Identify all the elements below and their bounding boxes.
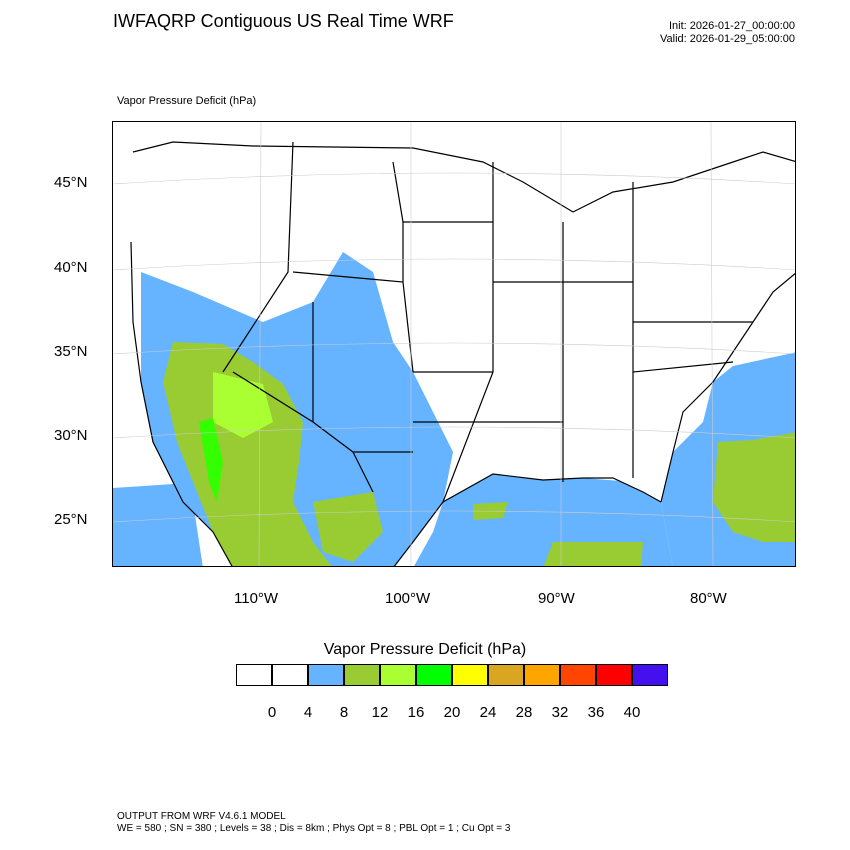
map-panel	[112, 121, 796, 567]
colorbar-tick-label: 20	[443, 704, 461, 721]
lat-label-45: 45°N	[54, 174, 88, 191]
colorbar-tick-label: 24	[479, 704, 497, 721]
colorbar-tick-label: 16	[407, 704, 425, 721]
colorbar-box	[488, 664, 524, 686]
graticule	[113, 122, 795, 566]
colorbar-box	[272, 664, 308, 686]
lat-label-40: 40°N	[54, 259, 88, 276]
lon-label-100w: 100°W	[385, 590, 431, 607]
lat-label-25: 25°N	[54, 511, 88, 528]
map-title: IWFAQRP Contiguous US Real Time WRF	[113, 11, 454, 31]
colorbar-box	[416, 664, 452, 686]
colorbar-box	[380, 664, 416, 686]
colorbar-box	[560, 664, 596, 686]
colorbar-box	[308, 664, 344, 686]
colorbar-box	[452, 664, 488, 686]
colorbar-box	[344, 664, 380, 686]
baja-green-region	[199, 418, 223, 502]
init-time: Init: 2026-01-27_00:00:00	[669, 20, 795, 32]
colorbar-tick-label: 40	[623, 704, 641, 721]
footer-model-line: OUTPUT FROM WRF V4.6.1 MODEL	[117, 811, 286, 822]
lon-label-90w: 90°W	[538, 590, 575, 607]
colorbar	[236, 664, 668, 688]
texas-green-region	[313, 492, 383, 562]
colorbar-tick-label: 8	[339, 704, 349, 721]
colorbar-box	[596, 664, 632, 686]
southwest-green-region	[163, 342, 332, 566]
colorbar-tick-label: 36	[587, 704, 605, 721]
arizona-green-region	[213, 372, 273, 438]
gulf-green-patch	[543, 542, 643, 566]
footer-config-line: WE = 580 ; SN = 380 ; Levels = 38 ; Dis …	[117, 823, 511, 834]
colorbar-tick-label: 28	[515, 704, 533, 721]
colorbar-tick-label: 12	[371, 704, 389, 721]
colorbar-title: Vapor Pressure Deficit (hPa)	[323, 641, 527, 658]
field-label: Vapor Pressure Deficit (hPa)	[117, 95, 257, 107]
lat-label-35: 35°N	[54, 343, 88, 360]
colorbar-box	[236, 664, 272, 686]
state-borders	[130, 141, 795, 566]
map-canvas	[113, 122, 795, 566]
colorbar-tick-label: 0	[267, 704, 277, 721]
lon-label-110w: 110°W	[234, 590, 279, 607]
lon-label-80w: 80°W	[690, 590, 727, 607]
colorbar-tick-label: 4	[303, 704, 313, 721]
colorbar-tick-label: 32	[551, 704, 569, 721]
pacific-vpd-region	[113, 484, 203, 566]
colorbar-box	[524, 664, 560, 686]
colorbar-box	[632, 664, 668, 686]
lat-label-30: 30°N	[54, 427, 88, 444]
atlantic-green-patch	[713, 432, 795, 542]
valid-time: Valid: 2026-01-29_05:00:00	[660, 33, 795, 45]
